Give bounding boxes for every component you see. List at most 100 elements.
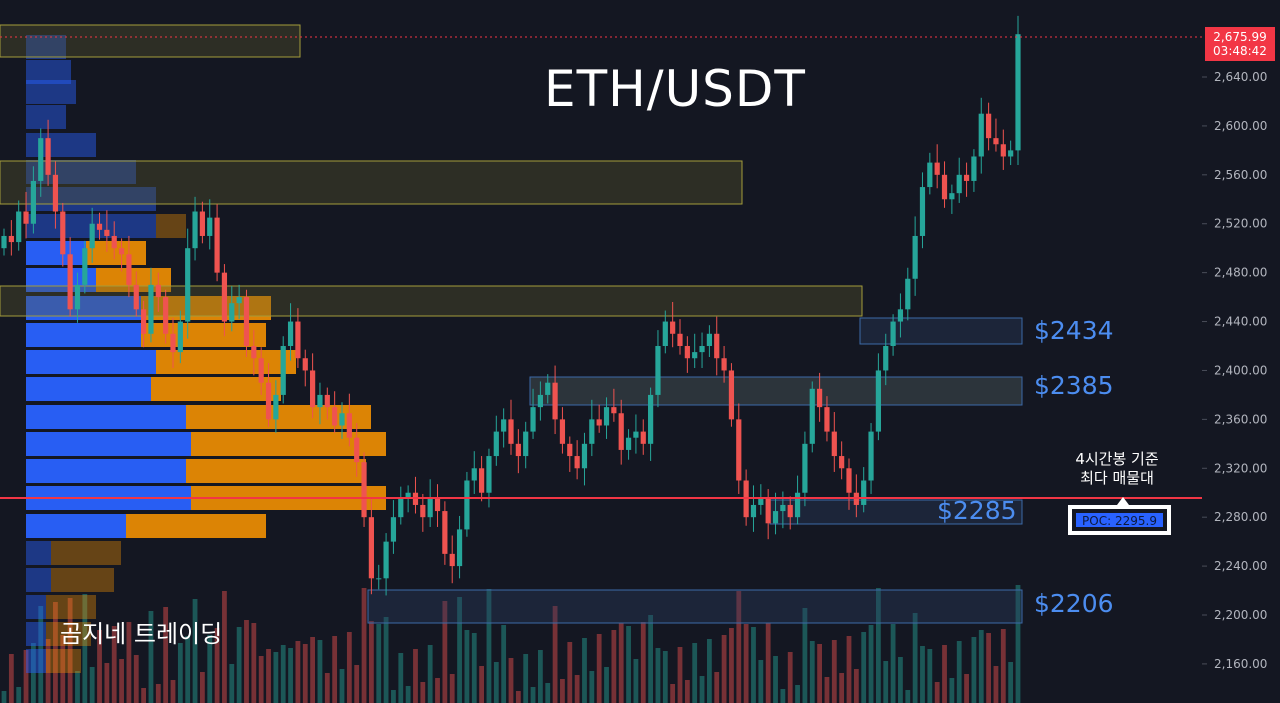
volume-bar xyxy=(119,659,124,703)
volume-bar xyxy=(222,591,227,703)
volume-bar xyxy=(104,663,110,703)
candle-body xyxy=(118,248,125,255)
candle-body xyxy=(317,394,323,408)
level-label-2285: $2285 xyxy=(937,496,1017,525)
volume-bar xyxy=(839,673,845,703)
candle-body xyxy=(251,346,257,359)
volume-bar xyxy=(714,672,720,703)
volume-bar xyxy=(177,643,183,703)
candle-body xyxy=(8,235,14,243)
volume-bar xyxy=(809,641,815,703)
profile-bar-up xyxy=(26,541,51,565)
profile-bar-up xyxy=(26,459,186,483)
candle-body xyxy=(736,419,742,481)
candle-body xyxy=(420,504,426,518)
volume-bar xyxy=(354,665,360,703)
candle-body xyxy=(633,431,639,438)
candle-body xyxy=(677,333,683,347)
candle-body xyxy=(508,419,514,444)
price-candles xyxy=(1,15,1021,596)
volume-bar xyxy=(868,625,874,703)
zone-box xyxy=(859,317,1023,345)
candle-body xyxy=(258,358,264,383)
volume-bar xyxy=(155,684,161,703)
volume-bar xyxy=(582,638,587,703)
volume-bar xyxy=(185,636,191,703)
candle-body xyxy=(104,229,110,236)
candle-body xyxy=(493,431,499,457)
volume-bar xyxy=(574,675,580,703)
candle-body xyxy=(618,413,624,450)
price-axis[interactable]: 2,160.00 2,200.00 2,240.00 2,280.00 2,320.00… xyxy=(1202,70,1267,671)
candle-body xyxy=(207,217,213,236)
profile-bar-up xyxy=(26,35,66,59)
volume-bar xyxy=(626,626,631,703)
candle-body xyxy=(927,162,933,188)
volume-bar xyxy=(883,661,889,703)
candle-body xyxy=(861,480,867,505)
candle-body xyxy=(545,382,551,395)
volume-bar xyxy=(537,650,543,703)
volume-bar xyxy=(1,691,7,703)
candle-body xyxy=(265,382,272,420)
volume-bar xyxy=(1008,662,1014,703)
axis-tick-label: 2,520.00 xyxy=(1214,217,1267,231)
volume-bar xyxy=(383,617,389,703)
volume-bar xyxy=(530,687,536,703)
volume-bar xyxy=(721,635,727,703)
volume-bar xyxy=(692,643,698,703)
profile-bar-down xyxy=(191,432,386,456)
volume-bar xyxy=(427,645,433,703)
profile-bar-down xyxy=(156,350,296,374)
candle-body xyxy=(589,419,595,444)
arrow-up-icon xyxy=(1117,497,1129,505)
volume-bar xyxy=(449,674,455,703)
candle-body xyxy=(993,138,999,145)
candle-body xyxy=(16,211,22,243)
axis-tick-label: 2,480.00 xyxy=(1214,266,1267,280)
watermark-text: 곰지네 트레이딩 xyxy=(60,620,223,648)
annotation-line-2: 최다 매물대 xyxy=(1080,469,1154,487)
volume-bar xyxy=(16,687,22,703)
volume-bar xyxy=(317,640,323,703)
volume-bar xyxy=(560,679,565,703)
level-label-2206: $2206 xyxy=(1034,589,1114,618)
zone-box xyxy=(0,24,301,58)
volume-bar xyxy=(324,673,330,703)
candle-body xyxy=(883,346,889,371)
candle-body xyxy=(640,431,646,444)
volume-bar xyxy=(670,684,676,703)
volume-bar xyxy=(846,636,852,703)
volume-bar xyxy=(604,667,609,703)
candle-body xyxy=(221,272,228,322)
zone-box xyxy=(0,160,743,205)
volume-bar xyxy=(824,677,830,703)
volume-bar xyxy=(273,652,279,703)
candle-body xyxy=(89,223,95,249)
volume-bar xyxy=(978,630,984,703)
zone-box xyxy=(367,589,1023,624)
candle-body xyxy=(23,211,29,224)
candle-body xyxy=(603,407,610,426)
candle-body xyxy=(875,370,881,432)
profile-bar-down xyxy=(46,595,96,619)
volume-bar xyxy=(611,630,617,703)
candle-body xyxy=(82,248,88,285)
volume-bar xyxy=(229,664,235,703)
candle-body xyxy=(890,321,896,347)
candle-body xyxy=(30,180,36,224)
candle-body xyxy=(611,407,617,414)
volume-bar xyxy=(53,602,58,703)
candle-body xyxy=(479,468,485,493)
volume-bar xyxy=(589,671,595,703)
candle-body xyxy=(750,504,757,518)
candle-body xyxy=(501,419,507,432)
volume-bar xyxy=(398,653,404,703)
candle-body xyxy=(670,321,676,334)
volume-bar xyxy=(163,607,169,703)
candle-body xyxy=(346,413,352,438)
candle-body xyxy=(405,492,411,499)
profile-bar-down xyxy=(51,568,114,592)
volume-bar xyxy=(67,598,73,703)
